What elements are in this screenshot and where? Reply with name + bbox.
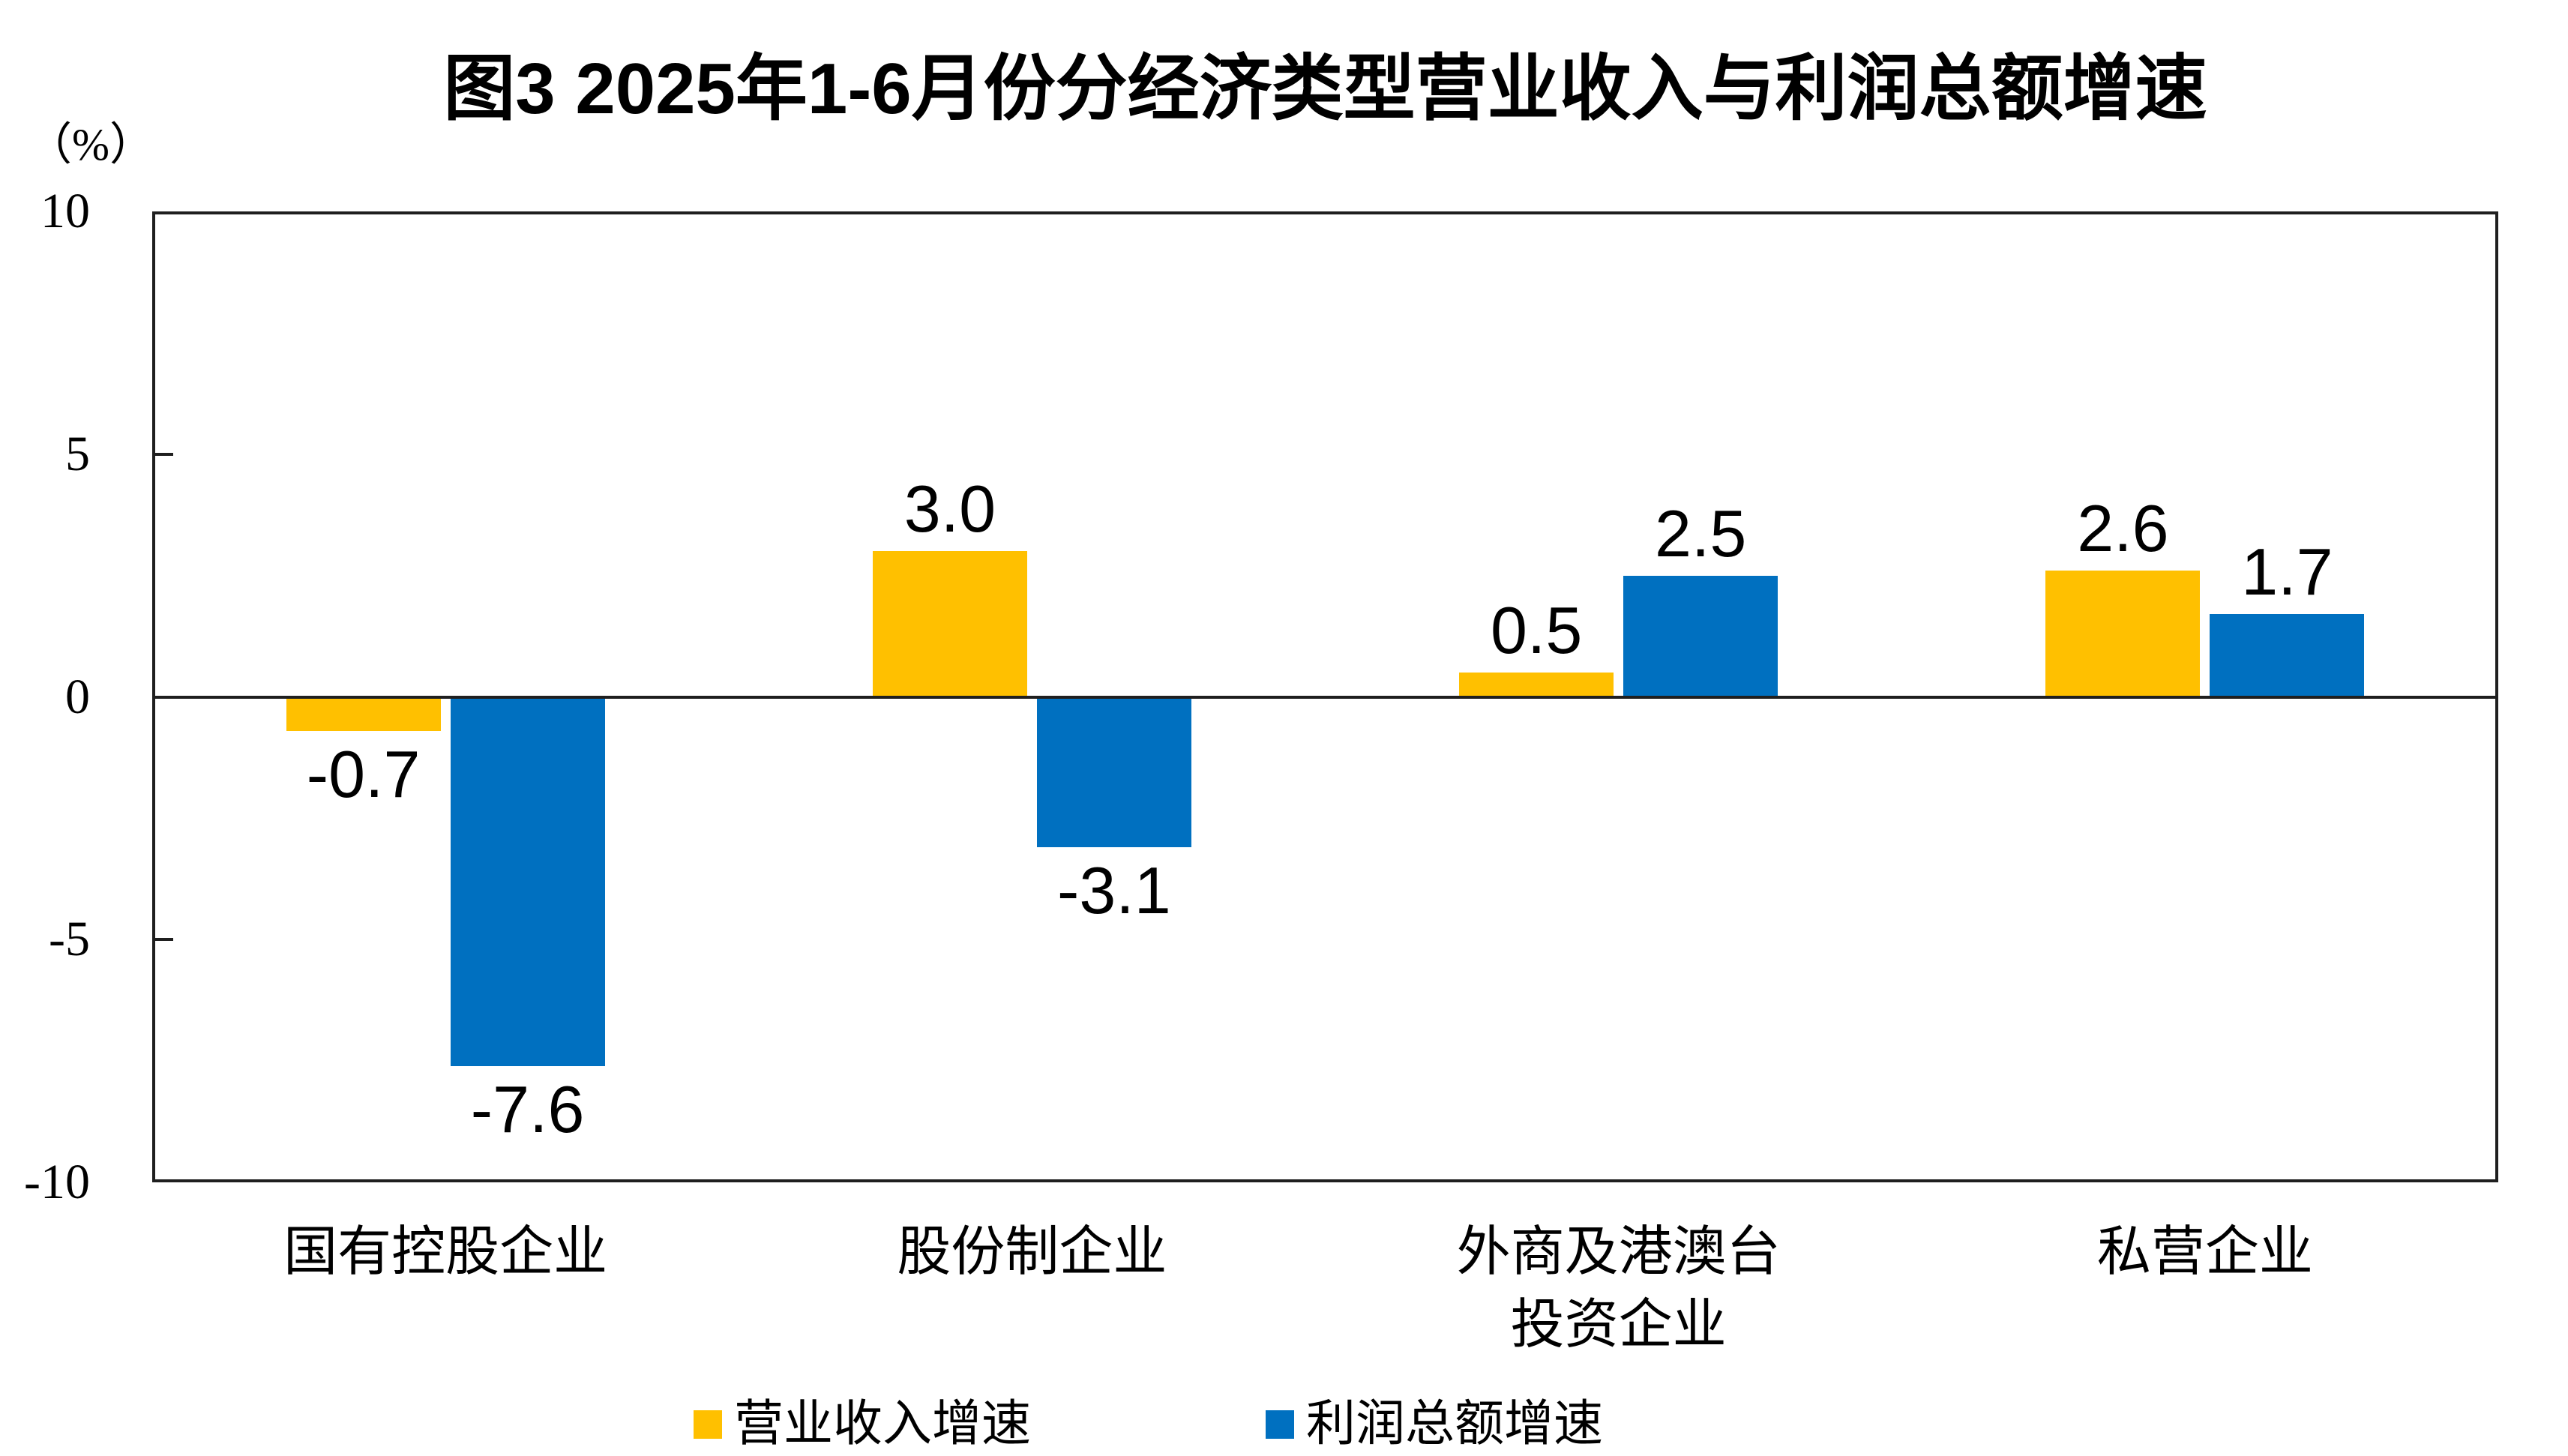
bar-利润总额增速-私营企业 — [2210, 614, 2365, 696]
y-tick-label: 5 — [65, 426, 90, 481]
bar-营业收入增速-国有控股企业 — [286, 699, 441, 731]
category-label: 私营企业 — [2096, 1222, 2313, 1282]
y-tick-label: -5 — [49, 912, 90, 967]
bar-利润总额增速-股份制企业 — [1036, 699, 1191, 848]
legend-item-营业收入增速: 营业收入增速 — [694, 1396, 1031, 1453]
value-label: -3.1 — [1057, 853, 1171, 928]
zero-axis-line — [152, 696, 2498, 699]
value-label: 0.5 — [1490, 593, 1583, 668]
legend-label: 利润总额增速 — [1306, 1397, 1603, 1452]
bar-营业收入增速-私营企业 — [2045, 571, 2201, 696]
value-label: -0.7 — [306, 736, 421, 811]
value-label: -7.6 — [470, 1071, 585, 1146]
bar-利润总额增速-国有控股企业 — [450, 699, 605, 1066]
chart-title: 图3 2025年1-6月份分经济类型营业收入与利润总额增速 — [443, 49, 2207, 129]
bar-营业收入增速-股份制企业 — [872, 551, 1027, 696]
category-label: 股份制企业 — [897, 1222, 1167, 1282]
value-label: 2.6 — [2077, 491, 2169, 566]
category-label: 国有控股企业 — [283, 1222, 608, 1282]
value-label: 1.7 — [2241, 535, 2333, 610]
bar-利润总额增速-外商及港澳台 — [1623, 575, 1778, 696]
y-tick-label: 10 — [40, 184, 90, 238]
y-axis-unit-label: （%） — [27, 120, 154, 169]
legend-swatch — [1266, 1410, 1294, 1439]
legend-item-利润总额增速: 利润总额增速 — [1266, 1396, 1603, 1453]
value-label: 2.5 — [1654, 496, 1747, 571]
category-label: 外商及港澳台 投资企业 — [1456, 1222, 1781, 1356]
y-tick-mark — [155, 452, 173, 456]
legend-swatch — [694, 1410, 722, 1439]
bar-营业收入增速-外商及港澳台 — [1459, 673, 1614, 696]
y-tick-label: -10 — [24, 1155, 90, 1209]
y-tick-label: 0 — [65, 669, 90, 724]
legend-label: 营业收入增速 — [734, 1397, 1031, 1452]
value-label: 3.0 — [903, 472, 996, 547]
y-tick-mark — [155, 938, 173, 942]
